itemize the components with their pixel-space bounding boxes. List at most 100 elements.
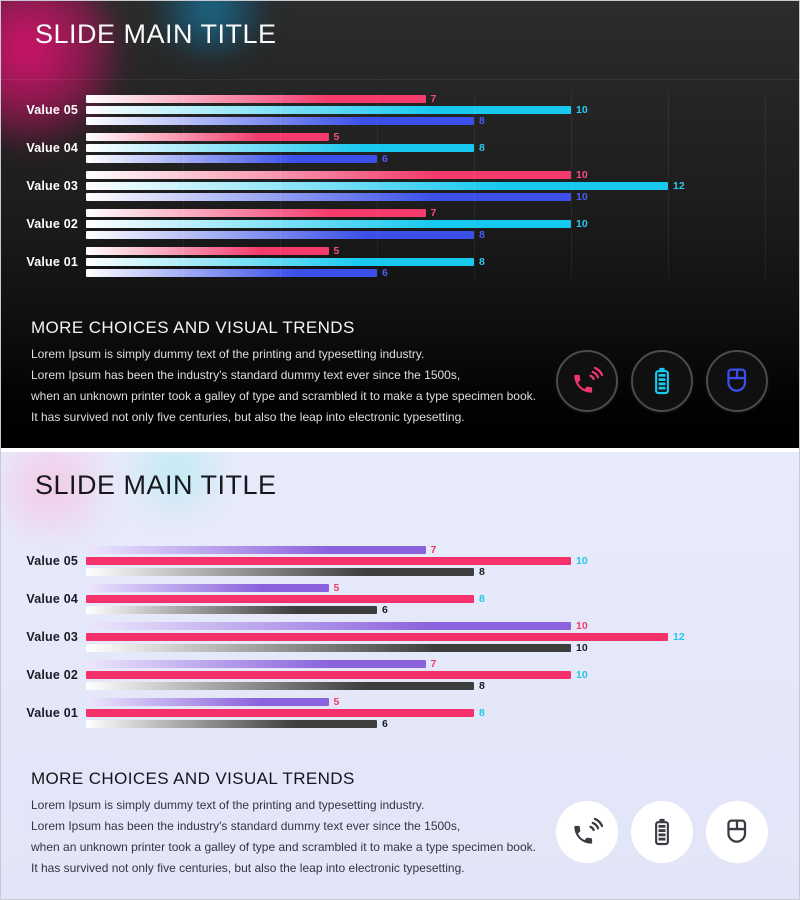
gridline <box>765 93 766 279</box>
bar <box>86 231 474 239</box>
category-label: Value 04 <box>26 592 78 606</box>
bar-group: 5 8 6 <box>86 246 765 279</box>
bar-line: 8 <box>86 567 765 577</box>
chart-row: Value 01 5 8 6 <box>1 243 765 281</box>
bar <box>86 155 377 163</box>
bar-line: 6 <box>86 604 765 616</box>
bar-value-label: 12 <box>673 180 685 192</box>
bar-group: 7 10 8 <box>86 659 765 691</box>
category-label: Value 02 <box>26 217 78 231</box>
bar-line: 8 <box>86 707 765 719</box>
paragraph-line: Lorem Ipsum has been the industry's stan… <box>31 819 461 833</box>
body-paragraph: Lorem Ipsum is simply dummy text of the … <box>31 344 536 428</box>
bar-group: 5 8 6 <box>86 582 765 616</box>
bar-line: 5 <box>86 582 765 594</box>
bar-line: 10 <box>86 669 765 681</box>
bar-value-label: 5 <box>333 131 340 143</box>
bar-chart: Value 05 7 10 8 Value 04 5 8 6 Value 03 10 12 10 Val… <box>1 91 766 283</box>
category-label: Value 02 <box>26 668 78 682</box>
bar-value-label: 8 <box>479 593 485 605</box>
bar <box>86 671 571 679</box>
category-label: Value 05 <box>26 554 78 568</box>
slide-title: SLIDE MAIN TITLE <box>35 19 277 49</box>
bar-value-label: 8 <box>479 142 485 154</box>
bar <box>86 698 329 706</box>
bar <box>86 709 474 717</box>
bar-line: 7 <box>86 659 765 669</box>
category-label: Value 05 <box>26 103 78 117</box>
paragraph-line: Lorem Ipsum is simply dummy text of the … <box>31 347 425 361</box>
bar-value-label: 8 <box>479 229 485 241</box>
bar-value-label: 10 <box>576 191 588 203</box>
bar <box>86 133 329 141</box>
bar <box>86 247 329 255</box>
section-heading: MORE CHOICES AND VISUAL TRENDS <box>31 769 355 788</box>
bar-value-label: 8 <box>479 115 485 127</box>
bar-value-label: 10 <box>576 620 588 632</box>
chart-row: Value 04 5 8 6 <box>1 129 765 167</box>
slide-separator <box>1 448 799 452</box>
bar <box>86 117 474 125</box>
bar <box>86 584 329 592</box>
bar-value-label: 6 <box>382 153 388 165</box>
bar <box>86 606 377 614</box>
bar-line: 5 <box>86 131 765 143</box>
bar-line: 8 <box>86 142 765 154</box>
bar-value-label: 10 <box>576 555 588 567</box>
bar <box>86 546 426 554</box>
bar-line: 12 <box>86 180 765 192</box>
bar <box>86 106 571 114</box>
bar-value-label: 7 <box>430 93 437 105</box>
bar-value-label: 10 <box>576 218 588 230</box>
bar-group: 7 10 8 <box>86 208 765 241</box>
category-label: Value 03 <box>26 179 78 193</box>
bar-line: 8 <box>86 681 765 691</box>
bar-value-label: 10 <box>576 642 588 654</box>
paragraph-line: It has survived not only five centuries,… <box>31 861 465 875</box>
bar <box>86 682 474 690</box>
bar-line: 7 <box>86 544 765 556</box>
bar-value-label: 7 <box>430 544 437 556</box>
paragraph-line: It has survived not only five centuries,… <box>31 410 465 424</box>
bar-value-label: 10 <box>576 669 588 681</box>
bar-group: 5 8 6 <box>86 131 765 165</box>
chart-row: Value 05 7 10 8 <box>1 542 765 580</box>
bar <box>86 595 474 603</box>
mouse-icon <box>706 350 768 412</box>
bar-line: 10 <box>86 555 765 567</box>
bar <box>86 622 571 630</box>
bar-value-label: 8 <box>479 256 485 268</box>
bar-group: 5 8 6 <box>86 696 765 729</box>
slide-light: SLIDE MAIN TITLE Value 05 7 10 8 Value 04 5 8 6… <box>1 452 799 899</box>
bar <box>86 557 571 565</box>
bar-value-label: 6 <box>382 267 388 279</box>
bar <box>86 209 426 217</box>
header-divider <box>1 79 799 80</box>
bar <box>86 144 474 152</box>
chart-row: Value 01 5 8 6 <box>1 694 765 732</box>
bar-value-label: 6 <box>382 604 388 616</box>
bar <box>86 220 571 228</box>
bar <box>86 269 377 277</box>
bar-line: 12 <box>86 631 765 643</box>
bar-value-label: 10 <box>576 169 588 181</box>
bar-line: 7 <box>86 93 765 105</box>
bar-value-label: 5 <box>333 582 340 594</box>
bar <box>86 644 571 652</box>
bar-value-label: 12 <box>673 631 685 643</box>
chart-row: Value 05 7 10 8 <box>1 91 765 129</box>
bar <box>86 95 426 103</box>
bar-line: 5 <box>86 246 765 256</box>
bar-group: 10 12 10 <box>86 620 765 654</box>
bar-group: 7 10 8 <box>86 544 765 577</box>
bar <box>86 193 571 201</box>
bar <box>86 633 668 641</box>
body-paragraph: Lorem Ipsum is simply dummy text of the … <box>31 795 536 879</box>
category-label: Value 03 <box>26 630 78 644</box>
bar-value-label: 8 <box>479 707 485 719</box>
paragraph-line: Lorem Ipsum is simply dummy text of the … <box>31 798 425 812</box>
battery-icon <box>631 801 693 863</box>
bar-line: 6 <box>86 267 765 279</box>
bar-value-label: 5 <box>333 696 340 708</box>
